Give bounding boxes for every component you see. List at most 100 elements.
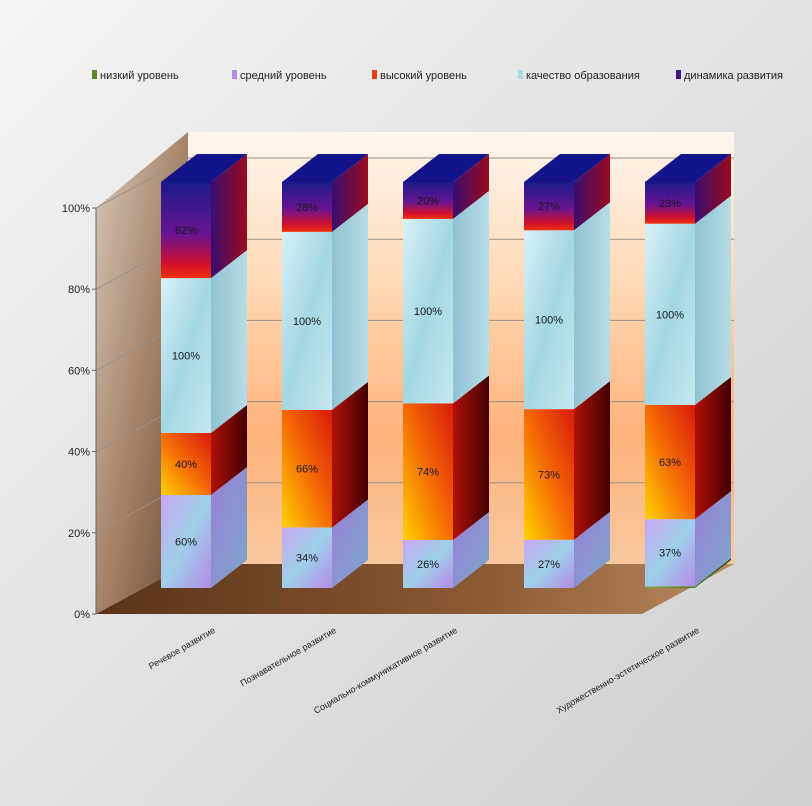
- bar-segment-side: [695, 195, 731, 405]
- bar-segment: [645, 223, 695, 405]
- bar-value-label: 20%: [417, 195, 439, 207]
- bar-segment-side: [695, 491, 731, 587]
- legend-label: высокий уровень: [380, 70, 467, 82]
- bar-segment-side: [332, 499, 368, 588]
- bar-top: [161, 154, 247, 182]
- bar-top: [645, 154, 731, 182]
- bar-segment-side: [211, 405, 247, 496]
- bar-top: [403, 154, 489, 182]
- bar-value-label: 100%: [172, 351, 200, 363]
- category-label: Познавательное развитие: [238, 625, 338, 688]
- bar-segment-side: [695, 558, 731, 588]
- category-label: Художественно-эстетическое развитие: [555, 625, 701, 715]
- bar-segment-side: [332, 154, 368, 232]
- bar-value-label: 28%: [296, 202, 318, 214]
- bar-segment: [282, 182, 332, 232]
- legend-swatch: [92, 70, 97, 79]
- bar-segment: [403, 403, 453, 541]
- legend-label: качество образования: [526, 70, 640, 82]
- y-tick-label: 20%: [68, 528, 90, 540]
- bar-segment-side: [211, 154, 247, 279]
- bar-segment: [161, 433, 211, 496]
- bar-segment: [161, 278, 211, 434]
- bar-value-label: 27%: [538, 559, 560, 571]
- bar-segment-side: [453, 512, 489, 588]
- legend-label: низкий уровень: [100, 70, 179, 82]
- bar-stack: [403, 154, 489, 588]
- bar-segment: [282, 527, 332, 588]
- bar-segment-side: [453, 375, 489, 541]
- bar-value-label: 100%: [414, 306, 442, 318]
- bar-value-label: 27%: [538, 201, 560, 213]
- bar-stack: [282, 154, 368, 588]
- bar-value-label: 40%: [175, 459, 197, 471]
- bar-segment-side: [211, 250, 247, 434]
- bar-segment: [524, 539, 574, 588]
- category-label: Речевое развитие: [147, 625, 217, 671]
- legend-swatch: [676, 70, 681, 79]
- bars: [161, 154, 731, 588]
- bar-stack: [645, 154, 731, 588]
- category-labels: Речевое развитие Познавательное развитиеС…: [147, 625, 701, 716]
- bar-stack: [161, 154, 247, 588]
- bar-segment: [403, 540, 453, 588]
- bar-value-label: 23%: [659, 198, 681, 210]
- bar-value-label: 62%: [175, 225, 197, 237]
- bar-segment: [161, 495, 211, 588]
- bar-segment: [282, 409, 332, 528]
- legend-swatch: [232, 70, 237, 79]
- legend-label: динамика развития: [684, 70, 783, 82]
- bar-segment-side: [332, 203, 368, 410]
- bar-value-label: 26%: [417, 559, 439, 571]
- bar-value-label: 100%: [293, 316, 321, 328]
- bar-top: [282, 154, 368, 182]
- bar-segment-side: [574, 511, 610, 588]
- bar-value-label: 100%: [656, 309, 684, 321]
- bar-segment-side: [574, 154, 610, 231]
- bar-segment: [645, 182, 695, 224]
- bar-segment-side: [574, 381, 610, 540]
- y-tick-label: 0%: [74, 609, 90, 621]
- bar-segment: [524, 182, 574, 231]
- bar-segment-side: [574, 202, 610, 410]
- bar-segment-side: [211, 467, 247, 588]
- bar-segment-side: [332, 381, 368, 528]
- bar-segment-side: [695, 376, 731, 520]
- bar-value-label: 63%: [659, 457, 681, 469]
- bar-labels: 60% 40% 100% 62% 34% 66% 100% 28% 26% 74% 100% 20% 2…: [172, 195, 684, 571]
- bar-segment-side: [695, 154, 731, 224]
- bar-segment: [403, 182, 453, 219]
- legend: низкий уровень средний уровень высокий уро…: [92, 70, 783, 82]
- bar-value-label: 73%: [538, 469, 560, 481]
- bar-segment: [645, 519, 695, 587]
- y-tick-label: 40%: [68, 447, 90, 459]
- bar-segment: [161, 182, 211, 279]
- legend-swatch: [518, 70, 523, 79]
- y-tick-label: 80%: [68, 284, 90, 296]
- bar-value-label: 37%: [659, 548, 681, 560]
- bar-top: [524, 154, 610, 182]
- bar-value-label: 60%: [175, 537, 197, 549]
- bar-segment: [645, 404, 695, 520]
- bar-value-label: 66%: [296, 464, 318, 476]
- legend-label: средний уровень: [240, 70, 327, 82]
- y-tick-label: 60%: [68, 365, 90, 377]
- bar-value-label: 74%: [417, 467, 439, 479]
- gridline-side: [95, 157, 189, 209]
- y-axis: 0% 20% 40% 60% 80% 100%: [62, 203, 97, 621]
- bar-segment: [645, 586, 695, 588]
- bar-segment: [282, 231, 332, 410]
- bar-segment: [524, 409, 574, 540]
- y-tick-label: 100%: [62, 203, 90, 215]
- bar-segment: [403, 218, 453, 404]
- bar-segment-side: [453, 190, 489, 404]
- legend-swatch: [372, 70, 377, 79]
- bar-value-label: 34%: [296, 553, 318, 565]
- bar-stack: [524, 154, 610, 588]
- category-label: Социально-коммуникативное развитие: [312, 625, 459, 716]
- bar-value-label: 100%: [535, 315, 563, 327]
- bar-segment: [524, 230, 574, 410]
- bar-segment-side: [453, 154, 489, 219]
